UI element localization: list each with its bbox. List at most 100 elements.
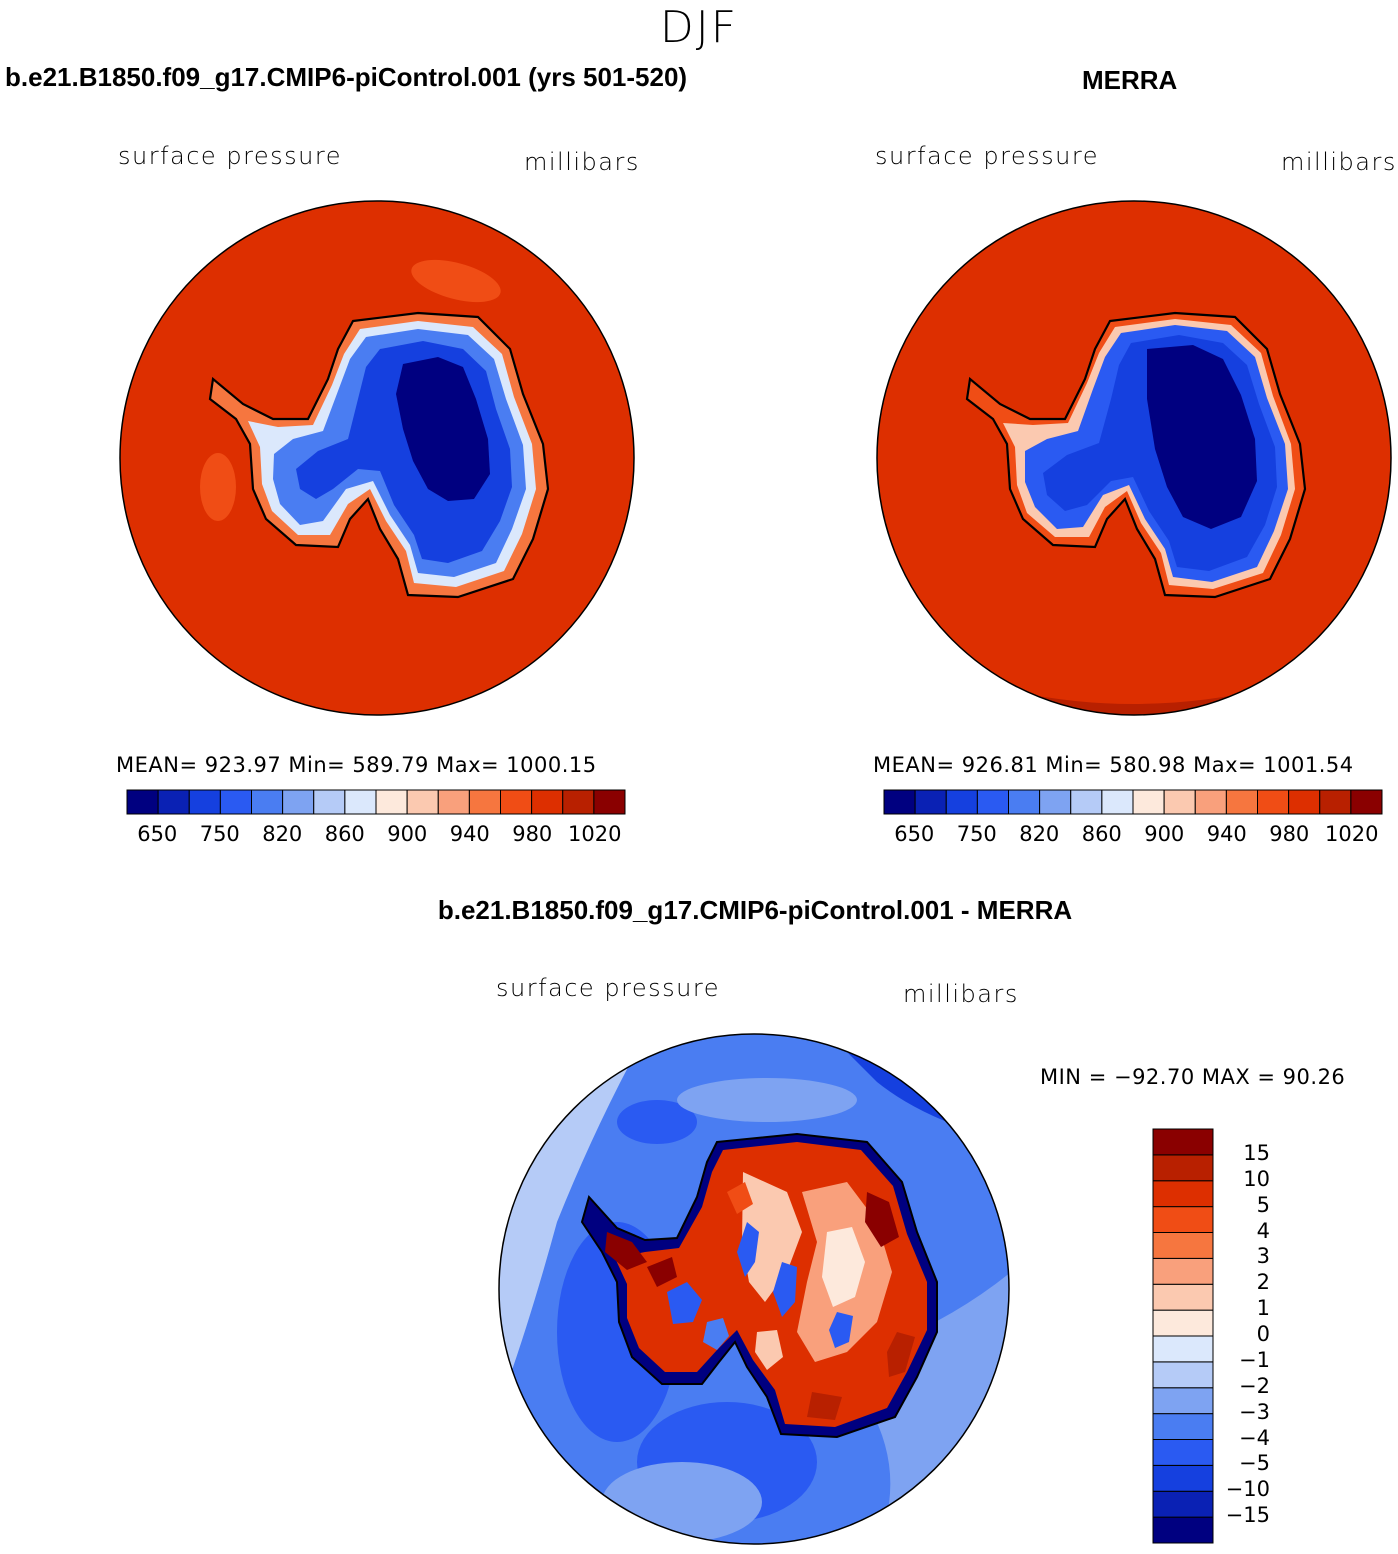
diff-colorbar-ticks: −15 −10 −5 −4 −3 −2 −1 0 1 2 3 4 5 10 15 (1220, 1128, 1300, 1544)
colorbar-swatch (1152, 1180, 1214, 1208)
antarctica-pressure-field (967, 313, 1305, 597)
obs-panel-title: MERRA (1082, 65, 1178, 95)
colorbar-swatch (883, 789, 916, 815)
colorbar-tick-label: 1020 (568, 822, 622, 846)
colorbar-tick-label: 980 (512, 822, 553, 846)
colorbar-tick-label: 900 (387, 822, 428, 846)
colorbar-tick-label: 940 (1206, 822, 1247, 846)
colorbar-tick-label: 860 (324, 822, 365, 846)
colorbar-swatch (1132, 789, 1165, 815)
colorbar-swatch (157, 789, 190, 815)
colorbar-tick-label: 15 (1243, 1140, 1270, 1165)
model-panel-title: b.e21.B1850.f09_g17.CMIP6-piControl.001 … (5, 62, 688, 92)
colorbar-swatch (1039, 789, 1072, 815)
colorbar-tick-label: −2 (1239, 1373, 1270, 1398)
colorbar-tick-label: 5 (1256, 1192, 1270, 1217)
colorbar-tick-label: 2 (1256, 1270, 1270, 1295)
colorbar-tick-label: 980 (1269, 822, 1310, 846)
colorbar-swatch (1152, 1439, 1214, 1466)
colorbar-swatch (500, 789, 533, 815)
colorbar-swatch (1152, 1283, 1214, 1311)
colorbar-swatch (1152, 1490, 1214, 1518)
colorbar-tick-label: 650 (137, 822, 178, 846)
colorbar-swatch (344, 789, 377, 815)
colorbar-swatch (1152, 1154, 1214, 1182)
diff-units-label: millibars (903, 980, 1019, 1008)
diff-map (498, 1033, 1010, 1545)
season-title: DJF (659, 2, 739, 53)
diff-minmax: MIN = −92.70 MAX = 90.26 (1040, 1065, 1346, 1089)
colorbar-swatch (468, 789, 501, 815)
model-colorbar-ticks: 650 750 820 860 900 940 980 1020 (126, 822, 626, 852)
colorbar-swatch (1152, 1361, 1214, 1389)
colorbar-swatch (1101, 789, 1134, 815)
colorbar-tick-label: −10 (1225, 1477, 1270, 1502)
colorbar-swatch (914, 789, 947, 815)
colorbar-tick-label: −15 (1225, 1503, 1270, 1528)
colorbar-swatch (593, 789, 626, 815)
colorbar-tick-label: 750 (956, 822, 997, 846)
diff-panel-title: b.e21.B1850.f09_g17.CMIP6-piControl.001 … (437, 895, 1073, 925)
colorbar-swatch (562, 789, 595, 815)
colorbar-tick-label: 820 (262, 822, 303, 846)
colorbar-tick-label: 650 (894, 822, 935, 846)
coastline (580, 1132, 938, 1439)
colorbar-swatch (1152, 1516, 1214, 1544)
colorbar-swatch (1163, 789, 1196, 815)
diff-variable-label: surface pressure (496, 974, 720, 1002)
diff-colorbar (1152, 1128, 1214, 1544)
map-boundary (119, 200, 635, 716)
colorbar-tick-label: −1 (1239, 1347, 1270, 1372)
colorbar-swatch (1152, 1309, 1214, 1337)
colorbar-swatch (126, 789, 159, 815)
obs-variable-label: surface pressure (875, 142, 1099, 170)
colorbar-swatch (1152, 1335, 1214, 1363)
colorbar-swatch (976, 789, 1009, 815)
colorbar-swatch (375, 789, 408, 815)
colorbar-swatch (251, 789, 284, 815)
obs-units-label: millibars (1281, 148, 1397, 176)
obs-colorbar-ticks: 650 750 820 860 900 940 980 1020 (883, 822, 1383, 852)
colorbar-tick-label: 750 (199, 822, 240, 846)
colorbar-tick-label: 820 (1019, 822, 1060, 846)
colorbar-tick-label: 940 (449, 822, 490, 846)
colorbar-swatch (1152, 1464, 1214, 1492)
pressure-contour (411, 259, 501, 303)
model-map (119, 200, 635, 716)
colorbar-swatch (406, 789, 439, 815)
difference-contour (677, 1078, 857, 1122)
difference-contour (602, 1462, 762, 1542)
colorbar-swatch (1194, 789, 1227, 815)
map-boundary (498, 1033, 1010, 1545)
colorbar-tick-label: −5 (1239, 1451, 1270, 1476)
colorbar-swatch (1152, 1232, 1214, 1259)
colorbar-tick-label: 900 (1144, 822, 1185, 846)
map-boundary (876, 200, 1392, 716)
colorbar-tick-label: 3 (1256, 1244, 1270, 1269)
pressure-contour (200, 453, 236, 521)
colorbar-tick-label: 0 (1256, 1322, 1270, 1346)
model-variable-label: surface pressure (118, 142, 342, 170)
colorbar-tick-label: −3 (1239, 1399, 1270, 1424)
colorbar-swatch (1225, 789, 1258, 815)
colorbar-swatch (1152, 1257, 1214, 1285)
obs-stats: MEAN= 926.81 Min= 580.98 Max= 1001.54 (873, 753, 1354, 777)
colorbar-swatch (313, 789, 346, 815)
colorbar-swatch (1152, 1206, 1214, 1233)
colorbar-swatch (1152, 1413, 1214, 1440)
model-units-label: millibars (524, 148, 640, 176)
colorbar-tick-label: 1020 (1325, 822, 1379, 846)
obs-colorbar (883, 789, 1383, 815)
colorbar-swatch (188, 789, 221, 815)
coastline (965, 311, 1307, 599)
antarctica-pressure-field (210, 313, 548, 597)
colorbar-tick-label: 860 (1081, 822, 1122, 846)
colorbar-swatch (1152, 1387, 1214, 1415)
coastline (208, 311, 550, 599)
difference-contour (617, 1100, 697, 1144)
colorbar-tick-label: 4 (1256, 1218, 1270, 1243)
colorbar-swatch (531, 789, 564, 815)
colorbar-tick-label: 1 (1256, 1296, 1270, 1321)
colorbar-swatch (1350, 789, 1383, 815)
colorbar-swatch (1070, 789, 1103, 815)
